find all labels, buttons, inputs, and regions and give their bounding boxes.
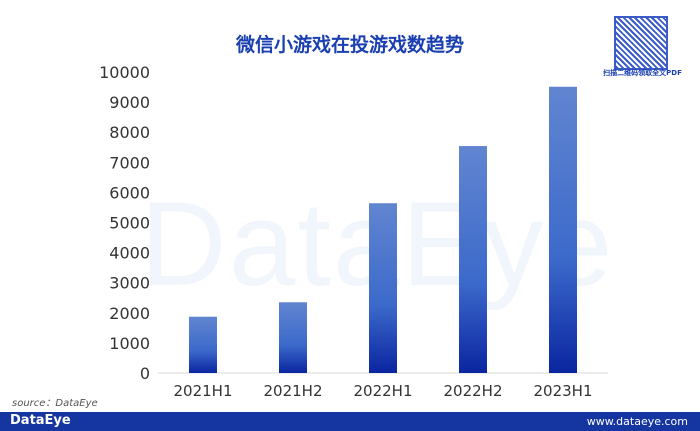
bar-2022H2 xyxy=(459,146,487,373)
y-tick-label: 2000 xyxy=(109,304,150,323)
source-note: source：DataEye xyxy=(12,398,98,409)
y-tick-label: 7000 xyxy=(109,153,150,172)
x-tick-label: 2022H1 xyxy=(354,382,413,400)
bar-2023H1 xyxy=(549,86,577,374)
footer: DataEye www.dataeye.com xyxy=(0,412,700,431)
y-tick-label: 9000 xyxy=(109,93,150,112)
y-tick-label: 0 xyxy=(140,364,150,383)
x-tick-label: 2021H1 xyxy=(174,382,233,400)
y-tick-label: 10000 xyxy=(99,63,150,82)
bar-2021H2 xyxy=(279,302,307,373)
y-tick-label: 6000 xyxy=(109,183,150,202)
x-tick-label: 2022H2 xyxy=(444,382,503,400)
footer-url[interactable]: www.dataeye.com xyxy=(586,415,688,428)
y-tick-label: 5000 xyxy=(109,214,150,233)
chart-title: 微信小游戏在投游戏数趋势 xyxy=(235,34,464,56)
y-tick-label: 8000 xyxy=(109,123,150,142)
y-tick-label: 1000 xyxy=(109,334,150,353)
qr-caption: 扫描二维码领取全文PDF xyxy=(603,69,682,77)
x-tick-label: 2023H1 xyxy=(534,382,593,400)
x-tick-label: 2021H2 xyxy=(264,382,323,400)
y-tick-label: 3000 xyxy=(109,274,150,293)
bar-2021H1 xyxy=(189,316,217,373)
y-tick-label: 4000 xyxy=(109,244,150,263)
bar-2022H1 xyxy=(369,203,397,373)
qr-code[interactable] xyxy=(614,16,668,70)
footer-logo: DataEye xyxy=(10,413,71,428)
